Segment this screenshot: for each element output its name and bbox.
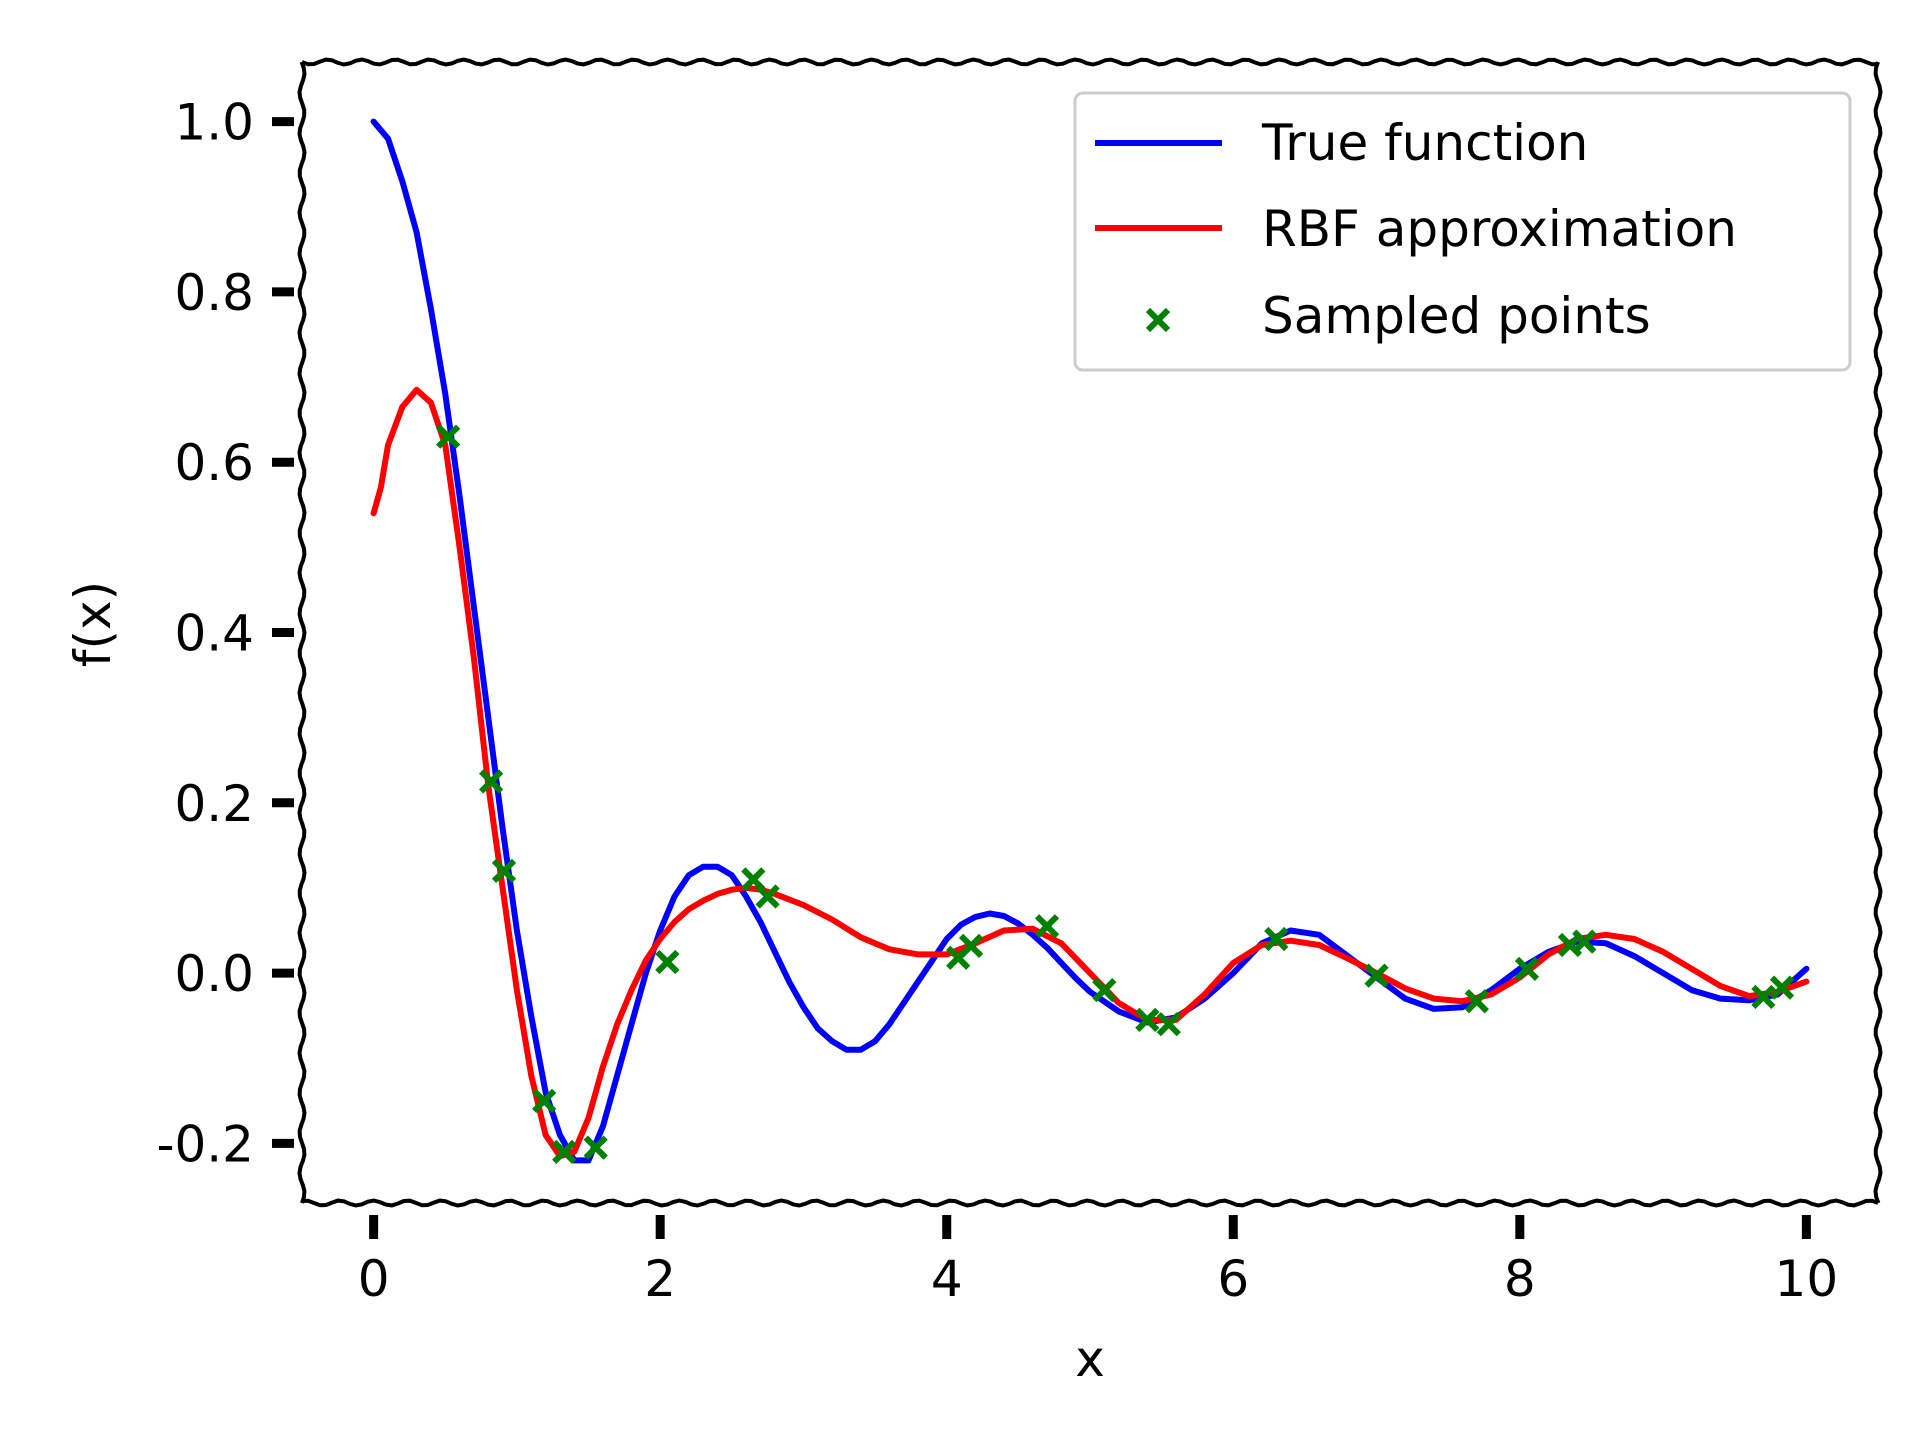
y-axis-title: f(x)	[64, 581, 122, 667]
y-tick-label: 0.0	[174, 945, 254, 1003]
sampled-point	[1034, 914, 1060, 939]
series-line-true-function	[370, 118, 1810, 1164]
sampled-point	[958, 933, 984, 958]
sampled-point	[1135, 1007, 1160, 1033]
sampled-point	[1464, 989, 1489, 1014]
legend-swatch-sampled-points	[1145, 307, 1171, 333]
sampled-point	[1572, 929, 1597, 954]
y-tick-label: -0.2	[156, 1115, 254, 1173]
x-tick-label: 4	[931, 1250, 963, 1308]
series-line-rbf-approximation	[370, 386, 1810, 1160]
x-tick-label: 0	[358, 1250, 390, 1308]
x-tick-label: 10	[1775, 1250, 1839, 1308]
sampled-point	[1264, 926, 1289, 952]
y-tick-label: 0.6	[174, 434, 254, 492]
legend-box	[1073, 91, 1852, 372]
sampled-point	[655, 949, 680, 975]
sampled-point	[583, 1135, 608, 1160]
sampled-point	[1092, 978, 1117, 1003]
x-tick-label: 8	[1504, 1250, 1536, 1308]
sampled-point	[1514, 956, 1540, 981]
y-tick-label: 1.0	[174, 94, 254, 152]
sampled-point	[1156, 1012, 1181, 1037]
x-tick-label: 2	[644, 1250, 676, 1308]
y-tick-label: 0.4	[174, 605, 254, 663]
ticks-layer: 0 2 4 6 8 10 -0.2 0.0 0.2 0.4 0.6 0.8 1.0	[156, 94, 1838, 1308]
sampled-point	[1769, 975, 1795, 1000]
x-tick-label: 6	[1217, 1250, 1249, 1308]
sampled-point	[491, 858, 517, 884]
sampled-point	[755, 884, 780, 909]
sampled-point	[552, 1139, 577, 1165]
y-tick-label: 0.2	[174, 775, 254, 833]
sampled-point	[532, 1088, 557, 1113]
series-layer	[370, 118, 1810, 1165]
sampled-point	[1364, 963, 1389, 988]
sampled-point	[436, 424, 461, 449]
x-axis-title: x	[1075, 1330, 1105, 1388]
sampled-point	[478, 769, 504, 794]
legend: True function RBF approximation Sampled …	[1073, 91, 1852, 372]
sampled-point	[1751, 984, 1776, 1010]
legend-label-true-function: True function	[1261, 114, 1588, 172]
legend-label-sampled-points: Sampled points	[1262, 287, 1651, 345]
y-tick-label: 0.8	[174, 264, 254, 322]
legend-label-rbf-approximation: RBF approximation	[1262, 200, 1737, 258]
plot-frame	[297, 57, 1883, 1208]
